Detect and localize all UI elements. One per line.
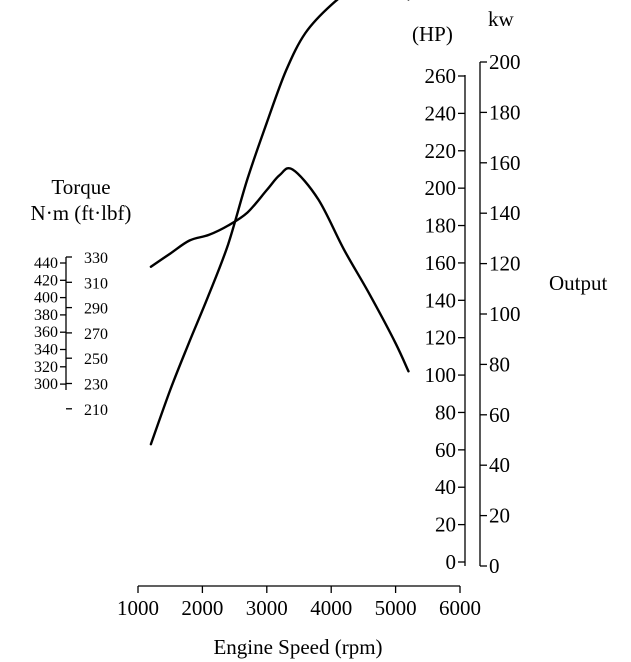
- x-tick-label: 6000: [439, 596, 481, 620]
- ftlbf-tick-label: 210: [84, 402, 108, 419]
- hp-tick-label: 220: [425, 139, 457, 163]
- hp-tick-label: 20: [435, 513, 456, 537]
- series-layer: [149, 0, 410, 446]
- kw-tick-label: 80: [489, 352, 510, 376]
- hp-tick-label: 200: [425, 176, 457, 200]
- nm-tick-label: 380: [34, 307, 58, 324]
- kw-tick-label: 0: [489, 554, 500, 578]
- hp-tick-label: 120: [425, 326, 457, 350]
- hp-tick-label: 0: [446, 550, 457, 574]
- hp-tick-label: 260: [425, 64, 457, 88]
- kw-tick-label: 40: [489, 453, 510, 477]
- ftlbf-tick-label: 310: [84, 275, 108, 292]
- x-tick-label: 3000: [246, 596, 288, 620]
- hp-tick-label: 140: [425, 288, 457, 312]
- torque-title: Torque: [51, 175, 110, 199]
- hp-tick-label: 160: [425, 251, 457, 275]
- nm-tick-label: 320: [34, 359, 58, 376]
- hp-tick-label: 40: [435, 475, 456, 499]
- nm-tick-label: 440: [34, 255, 58, 272]
- ftlbf-tick-label: 270: [84, 326, 108, 343]
- kw-tick-label: 20: [489, 504, 510, 528]
- x-tick-label: 2000: [181, 596, 223, 620]
- kw-tick-label: 180: [489, 100, 521, 124]
- ftlbf-tick-label: 250: [84, 351, 108, 368]
- hp-tick-label: 100: [425, 363, 457, 387]
- kw-tick-label: 60: [489, 403, 510, 427]
- hp-tick-label: 240: [425, 101, 457, 125]
- hp-tick-label: 60: [435, 438, 456, 462]
- torque-units: N·m (ft·lbf): [31, 201, 132, 225]
- output-title: Output: [549, 271, 608, 295]
- nm-tick-label: 300: [34, 376, 58, 393]
- nm-tick-label: 340: [34, 342, 58, 359]
- kw-tick-label: 200: [489, 50, 521, 74]
- hp-tick-label: 80: [435, 400, 456, 424]
- nm-tick-label: 400: [34, 290, 58, 307]
- x-axis-label: Engine Speed (rpm): [213, 635, 382, 659]
- x-tick-label: 1000: [117, 596, 159, 620]
- kw-unit-label: kw: [488, 7, 515, 31]
- ftlbf-tick-label: 230: [84, 377, 108, 394]
- nm-tick-label: 420: [34, 272, 58, 289]
- hp-tick-label: 180: [425, 214, 457, 238]
- ftlbf-tick-label: 330: [84, 250, 108, 267]
- output-curve: [149, 0, 410, 446]
- torque-curve: [149, 166, 410, 373]
- kw-tick-label: 140: [489, 201, 521, 225]
- kw-tick-label: 100: [489, 302, 521, 326]
- nm-tick-label: 360: [34, 324, 58, 341]
- kw-tick-label: 160: [489, 151, 521, 175]
- ftlbf-tick-label: 290: [84, 301, 108, 318]
- ftlbf-axis: 330 310 290 270 250 230 210: [66, 250, 108, 419]
- kw-tick-label: 120: [489, 252, 521, 276]
- x-tick-label: 4000: [310, 596, 352, 620]
- x-tick-label: 5000: [375, 596, 417, 620]
- x-axis: 1000 2000 3000 4000 5000 6000: [117, 585, 481, 620]
- hp-unit-label: (HP): [412, 22, 453, 46]
